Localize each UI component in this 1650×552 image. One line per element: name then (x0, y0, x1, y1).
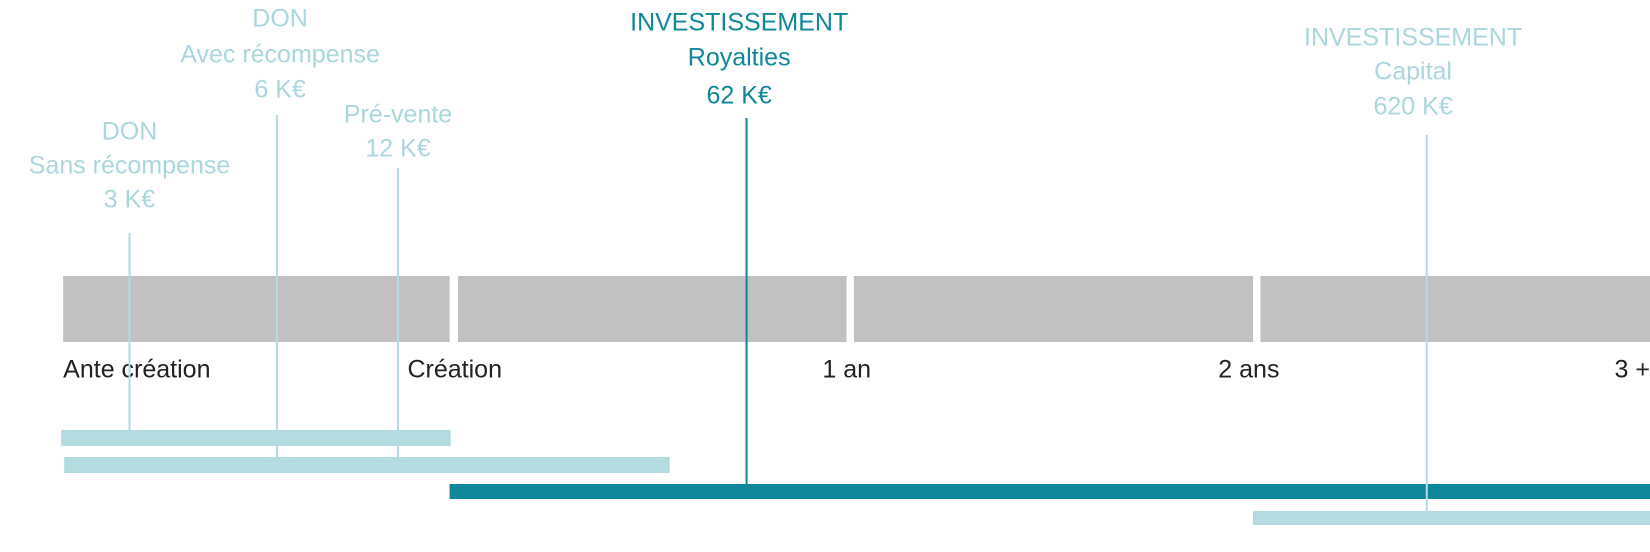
duration-bar (64, 457, 670, 473)
timeline-block (458, 276, 847, 342)
timeline-label: 1 an (822, 356, 871, 384)
funding-label: 6 K€ (254, 76, 306, 104)
funding-label: 620 K€ (1373, 93, 1452, 121)
funding-label: Sans récompense (29, 152, 231, 180)
funding-label: Capital (1374, 58, 1452, 86)
funding-label: Pré-vente (344, 101, 452, 129)
timeline-label: Création (407, 356, 502, 384)
funding-label: Royalties (688, 44, 791, 72)
funding-label: INVESTISSEMENT (1304, 24, 1522, 52)
funding-label: Avec récompense (180, 41, 380, 69)
timeline-label: 3 + (1615, 356, 1650, 384)
timeline-label: 2 ans (1218, 356, 1279, 384)
duration-bar (449, 484, 1650, 499)
timeline-label: Ante création (63, 356, 210, 384)
duration-bar (61, 430, 451, 446)
funding-label: 3 K€ (104, 186, 156, 214)
funding-label: DON (252, 5, 308, 33)
funding-label: 12 K€ (365, 135, 430, 163)
timeline-block (63, 276, 450, 342)
timeline-block (1260, 276, 1650, 342)
funding-label: DON (102, 118, 158, 146)
funding-label: INVESTISSEMENT (630, 9, 848, 37)
timeline-block (853, 276, 1254, 342)
duration-bar (1253, 511, 1650, 525)
funding-label: 62 K€ (707, 82, 772, 110)
